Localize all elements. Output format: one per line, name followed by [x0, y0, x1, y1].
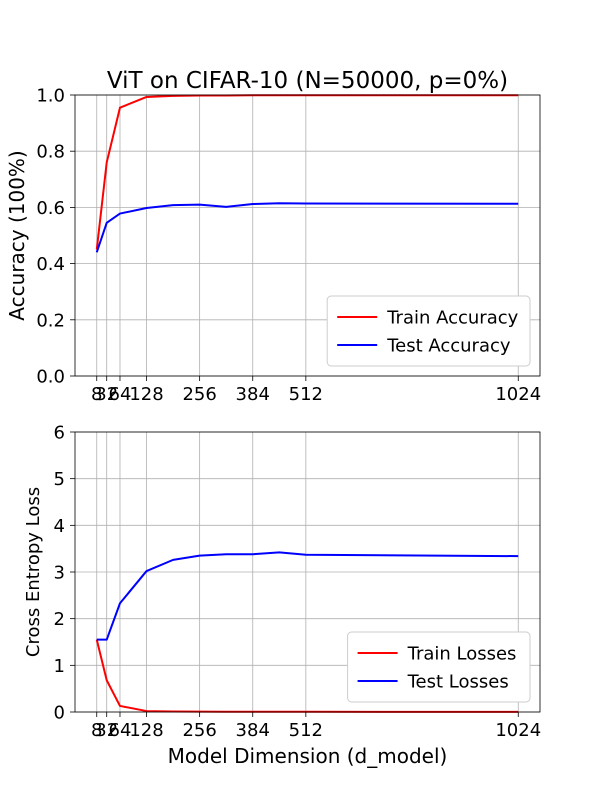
x-tick-label: 8 [91, 384, 102, 405]
x-tick-label: 64 [109, 720, 132, 741]
legend-box [326, 295, 531, 367]
x-tick-label: 32 [95, 384, 118, 405]
legend-label-0: Train Accuracy [386, 308, 518, 329]
x-tick-label: 384 [236, 720, 270, 741]
y-tick-label: 0.8 [36, 142, 65, 163]
y-tick-label: 1 [54, 656, 65, 677]
chart-title: ViT on CIFAR-10 (N=50000, p=0%) [107, 68, 508, 94]
y-tick-label: 6 [54, 423, 65, 444]
y-tick-label: 0.6 [36, 198, 65, 219]
y-tick-label: 0.0 [36, 367, 65, 388]
x-tick-label: 128 [129, 720, 163, 741]
legend: Train Losses Test Losses [347, 631, 531, 703]
axes-frame [74, 94, 541, 377]
y-tick-label: 5 [54, 469, 65, 490]
x-axis-label: Model Dimension (d_model) [168, 744, 448, 768]
legend: Train Accuracy Test Accuracy [326, 295, 531, 367]
legend-label-1: Test Accuracy [386, 336, 511, 357]
x-tick-label: 256 [182, 384, 216, 405]
series-line-1 [96, 551, 519, 641]
legend-box [347, 631, 531, 703]
y-axis-label: Cross Entropy Loss [23, 487, 44, 657]
y-tick-label: 0 [54, 703, 65, 724]
x-tick-label: 512 [289, 384, 323, 405]
y-tick-label: 0.2 [36, 310, 65, 331]
y-tick-label: 2 [54, 609, 65, 630]
series-line-1 [95, 202, 519, 253]
y-tick-label: 1.0 [36, 86, 65, 107]
y-tick-label: 0.4 [36, 254, 65, 275]
legend-label-1: Test Losses [407, 672, 509, 693]
x-tick-label: 1024 [495, 720, 541, 741]
x-tick-label: 256 [182, 720, 216, 741]
x-tick-label: 8 [91, 720, 102, 741]
y-tick-label: 3 [54, 563, 65, 584]
y-axis-label: Accuracy (100%) [5, 150, 29, 320]
x-tick-label: 512 [289, 720, 323, 741]
x-tick-label: 64 [109, 384, 132, 405]
y-tick-label: 4 [54, 516, 65, 537]
x-tick-label: 1024 [495, 384, 541, 405]
x-tick-label: 128 [129, 384, 163, 405]
legend-label-0: Train Losses [407, 644, 517, 665]
x-tick-label: 32 [95, 720, 118, 741]
x-tick-label: 384 [236, 384, 270, 405]
